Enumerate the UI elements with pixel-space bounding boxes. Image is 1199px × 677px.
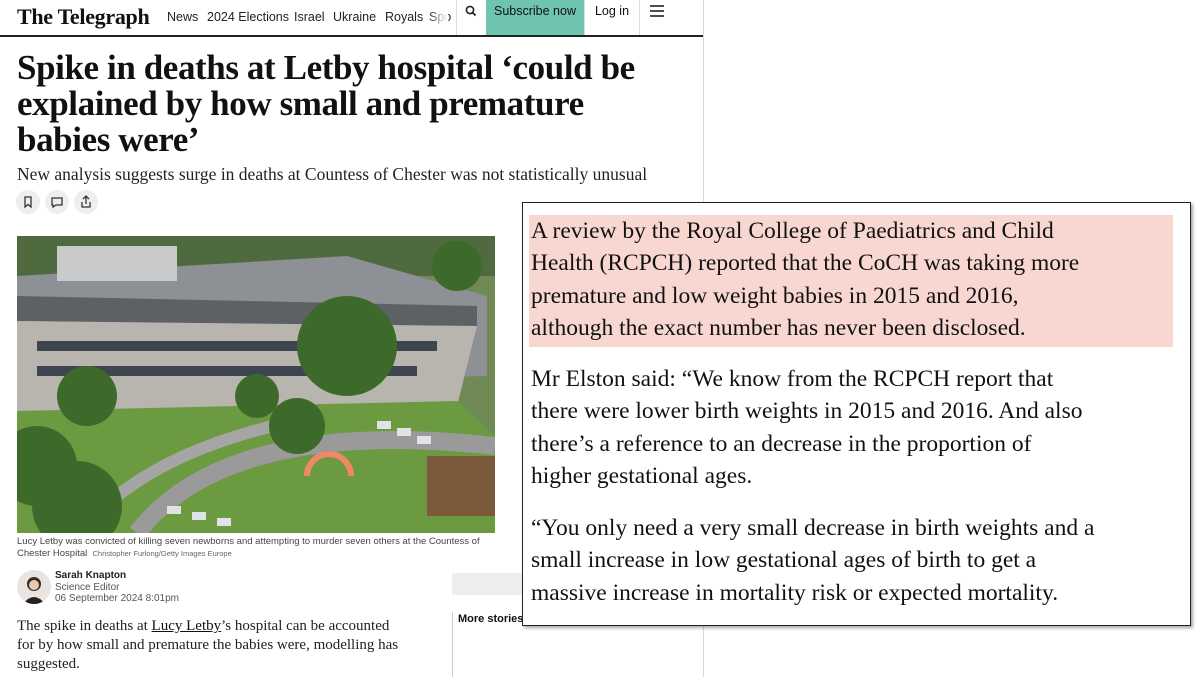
caption-text: Lucy Letby was convicted of killing seve… [17,536,480,559]
quote-line: higher gestational ages. [531,462,753,489]
photo-credit: Christopher Furlong/Getty Images Europe [92,549,232,558]
divider [452,612,453,677]
avatar-image [23,577,45,604]
comment-button[interactable] [45,190,69,214]
headline-line: Spike in deaths at Letby hospital ‘could… [17,48,635,87]
quote-line: massive increase in mortality risk or ex… [531,579,1059,606]
quote-line: there’s a reference to an decrease in th… [531,430,1032,457]
nav-link[interactable]: News [167,10,199,24]
quote-box: A review by the Royal College of Paediat… [522,202,1191,626]
bookmark-button[interactable] [16,190,40,214]
subscribe-button[interactable]: Subscribe now [486,0,584,35]
nav-link[interactable]: Ukraine [333,10,377,24]
headline-line: explained by how small and premature [17,84,584,123]
author-link[interactable]: Lucy Letby [151,618,222,634]
share-icon [81,195,91,208]
quote-paragraph-highlighted: A review by the Royal College of Paediat… [529,215,1173,347]
article-body: The spike in deaths at Lucy Letby’s hosp… [17,617,407,674]
comment-icon [51,197,63,209]
quote-line: although the exact number has never been… [531,314,1026,341]
more-stories-heading: More stories [458,613,524,625]
quote-line: there were lower birth weights in 2015 a… [531,398,1083,425]
quote-line: Health (RCPCH) reported that the CoCH wa… [531,250,1080,277]
article-photo [17,236,495,533]
login-button[interactable]: Log in [584,0,640,35]
headline-line: babies were’ [17,120,200,159]
search-button[interactable] [456,0,487,35]
body-text: The spike in deaths at [17,618,152,634]
nav-fade [428,6,448,28]
subtitle: New analysis suggests surge in deaths at… [17,164,648,184]
headline: Spike in deaths at Letby hospital ‘could… [17,50,697,158]
search-icon [465,5,477,17]
quote-line: Mr Elston said: “We know from the RCPCH … [531,366,1054,392]
author-avatar [17,570,51,604]
menu-button[interactable] [639,0,675,35]
top-bar: The Telegraph Subscribe now Log in News 2… [0,0,703,37]
logo[interactable]: The Telegraph [17,4,150,29]
bookmark-icon [24,196,32,209]
publish-date: 06 September 2024 8:01pm [55,593,179,604]
menu-icon [650,5,664,17]
quote-paragraph: Mr Elston said: “We know from the RCPCH … [529,363,1173,492]
nav-link[interactable]: 2024 Elections [207,10,290,24]
nav-link[interactable]: Royals [385,10,424,24]
quote-line: small increase in low gestational ages o… [531,547,1037,574]
body-text: ’s hospital can be accounted for by how … [17,618,399,672]
share-button[interactable] [74,190,98,214]
quote-line: premature and low weight babies in 2015 … [531,282,1019,309]
nav-link[interactable]: Israel [294,10,325,24]
quote-line: “You only need a very small decrease in … [531,515,1095,541]
author-block: Sarah Knapton Science Editor 06 Septembe… [55,570,179,605]
author-name[interactable]: Sarah Knapton [55,570,127,581]
quote-line: A review by the Royal College of Paediat… [531,218,1054,244]
quote-paragraph: “You only need a very small decrease in … [529,512,1173,609]
author-role: Science Editor [55,581,120,593]
photo-caption: Lucy Letby was convicted of killing seve… [17,536,497,560]
article-page: The Telegraph Subscribe now Log in News 2… [0,0,704,677]
